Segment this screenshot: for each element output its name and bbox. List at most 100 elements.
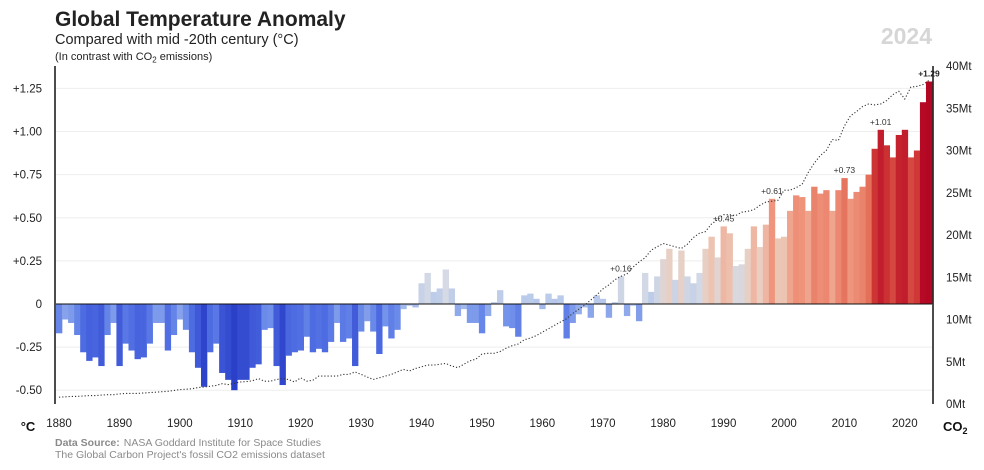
left-axis-unit: °C <box>21 419 36 434</box>
temperature-bar <box>768 198 776 304</box>
temperature-bar <box>213 303 220 344</box>
temperature-bar <box>672 279 679 304</box>
temperature-bar <box>581 303 588 308</box>
temperature-bar <box>817 193 824 304</box>
temperature-bar <box>80 303 87 353</box>
source-line-2: The Global Carbon Project's fossil CO2 e… <box>55 449 325 461</box>
x-tick-label: 1980 <box>650 418 676 430</box>
temperature-bar <box>859 186 866 304</box>
year-badge: 2024 <box>881 23 932 49</box>
temperature-bar <box>134 303 141 360</box>
temperature-bar <box>321 303 329 353</box>
temperature-bar <box>460 303 468 310</box>
temperature-bar <box>629 303 637 306</box>
temperature-bar <box>406 303 413 306</box>
temperature-bar <box>442 269 449 304</box>
temperature-bar <box>829 210 836 304</box>
y2-tick-label: 15Mt <box>946 272 972 284</box>
value-annotation: +0.61 <box>761 186 783 196</box>
temperature-bar <box>527 293 534 304</box>
note-suffix: emissions) <box>157 51 213 63</box>
temperature-bar <box>309 303 317 353</box>
temperature-bar <box>889 157 897 304</box>
temperature-bar <box>152 303 159 323</box>
temperature-bars <box>56 81 933 391</box>
temperature-bar <box>86 303 93 361</box>
temperature-bar <box>714 257 721 304</box>
temperature-bar <box>62 303 69 320</box>
y-tick-label: +1.25 <box>13 83 42 95</box>
temperature-bar <box>291 303 298 353</box>
temperature-bar <box>364 303 371 322</box>
x-tick-label: 1940 <box>409 418 435 430</box>
source-label: Data Source: <box>55 437 120 449</box>
note-prefix: (In contrast with CO <box>55 51 153 63</box>
co2-line <box>58 79 930 398</box>
temperature-bar <box>787 210 794 304</box>
temperature-bar <box>925 81 933 304</box>
x-tick-label: 1920 <box>288 418 314 430</box>
temperature-bar <box>503 303 510 327</box>
temperature-bar <box>780 236 788 304</box>
y2-tick-label: 5Mt <box>946 357 966 369</box>
temperature-bar <box>303 303 311 337</box>
y-tick-label: -0.25 <box>16 342 42 354</box>
temperature-bar <box>104 303 111 336</box>
temperature-bar <box>327 303 335 342</box>
x-tick-label: 1910 <box>227 418 253 430</box>
temperature-bar <box>207 303 214 353</box>
y2-tick-label: 20Mt <box>946 230 972 242</box>
temperature-bar <box>744 248 752 304</box>
temperature-bar <box>666 248 673 304</box>
temperature-bar <box>696 272 703 304</box>
temperature-bar <box>678 250 685 304</box>
temperature-bar <box>623 303 631 317</box>
temperature-bar <box>799 197 806 304</box>
temperature-bar <box>738 264 746 304</box>
annotations: +0.16 +0.45 +0.61 +0.73 +1.01 +1.29 <box>610 69 940 274</box>
temperature-bar <box>919 102 927 304</box>
temperature-bar <box>122 303 129 344</box>
x-tick-label: 1880 <box>46 418 72 430</box>
temperature-bar <box>267 303 274 329</box>
x-tick-label: 1970 <box>590 418 616 430</box>
temperature-bar <box>642 272 649 304</box>
value-annotation: +0.73 <box>834 165 856 175</box>
temperature-bar <box>352 303 359 367</box>
value-annotation: +0.16 <box>610 263 632 273</box>
y2-tick-label: 0Mt <box>946 399 966 411</box>
co2-line-group <box>58 79 930 398</box>
temperature-bar <box>853 191 860 304</box>
temperature-bar <box>847 198 854 304</box>
temperature-bar <box>635 303 643 322</box>
temperature-bar <box>98 303 105 367</box>
y2-tick-label: 30Mt <box>946 146 972 158</box>
temperature-bar <box>418 283 425 304</box>
temperature-bar <box>907 157 915 304</box>
temperature-bar <box>551 298 558 304</box>
temperature-bar <box>370 303 377 332</box>
temperature-bar <box>249 303 256 368</box>
axes: +1.25 +1.00 +0.75 +0.50 +0.25 0 -0.25 -0.50 40Mt… <box>13 61 972 430</box>
temperature-bar <box>388 303 395 339</box>
y2-tick-label: 40Mt <box>946 61 972 73</box>
y-tick-label: +0.25 <box>13 256 42 268</box>
temperature-bar <box>587 303 594 318</box>
temperature-bar <box>194 303 202 368</box>
temperature-bar <box>110 303 117 323</box>
x-tick-label: 1900 <box>167 418 193 430</box>
y-tick-label: -0.50 <box>16 385 42 397</box>
temperature-bar <box>545 293 552 304</box>
y2-tick-label: 25Mt <box>946 188 972 200</box>
temperature-bar <box>128 303 135 351</box>
temperature-bar <box>484 303 492 317</box>
temperature-bar <box>466 303 474 323</box>
temperature-bar <box>793 195 800 304</box>
temperature-bar <box>243 303 250 380</box>
temperature-bar <box>478 303 486 334</box>
temperature-bar <box>454 303 462 317</box>
y-tick-label: 0 <box>36 299 42 311</box>
value-annotation: +0.45 <box>713 213 735 223</box>
temperature-bar <box>726 233 733 304</box>
